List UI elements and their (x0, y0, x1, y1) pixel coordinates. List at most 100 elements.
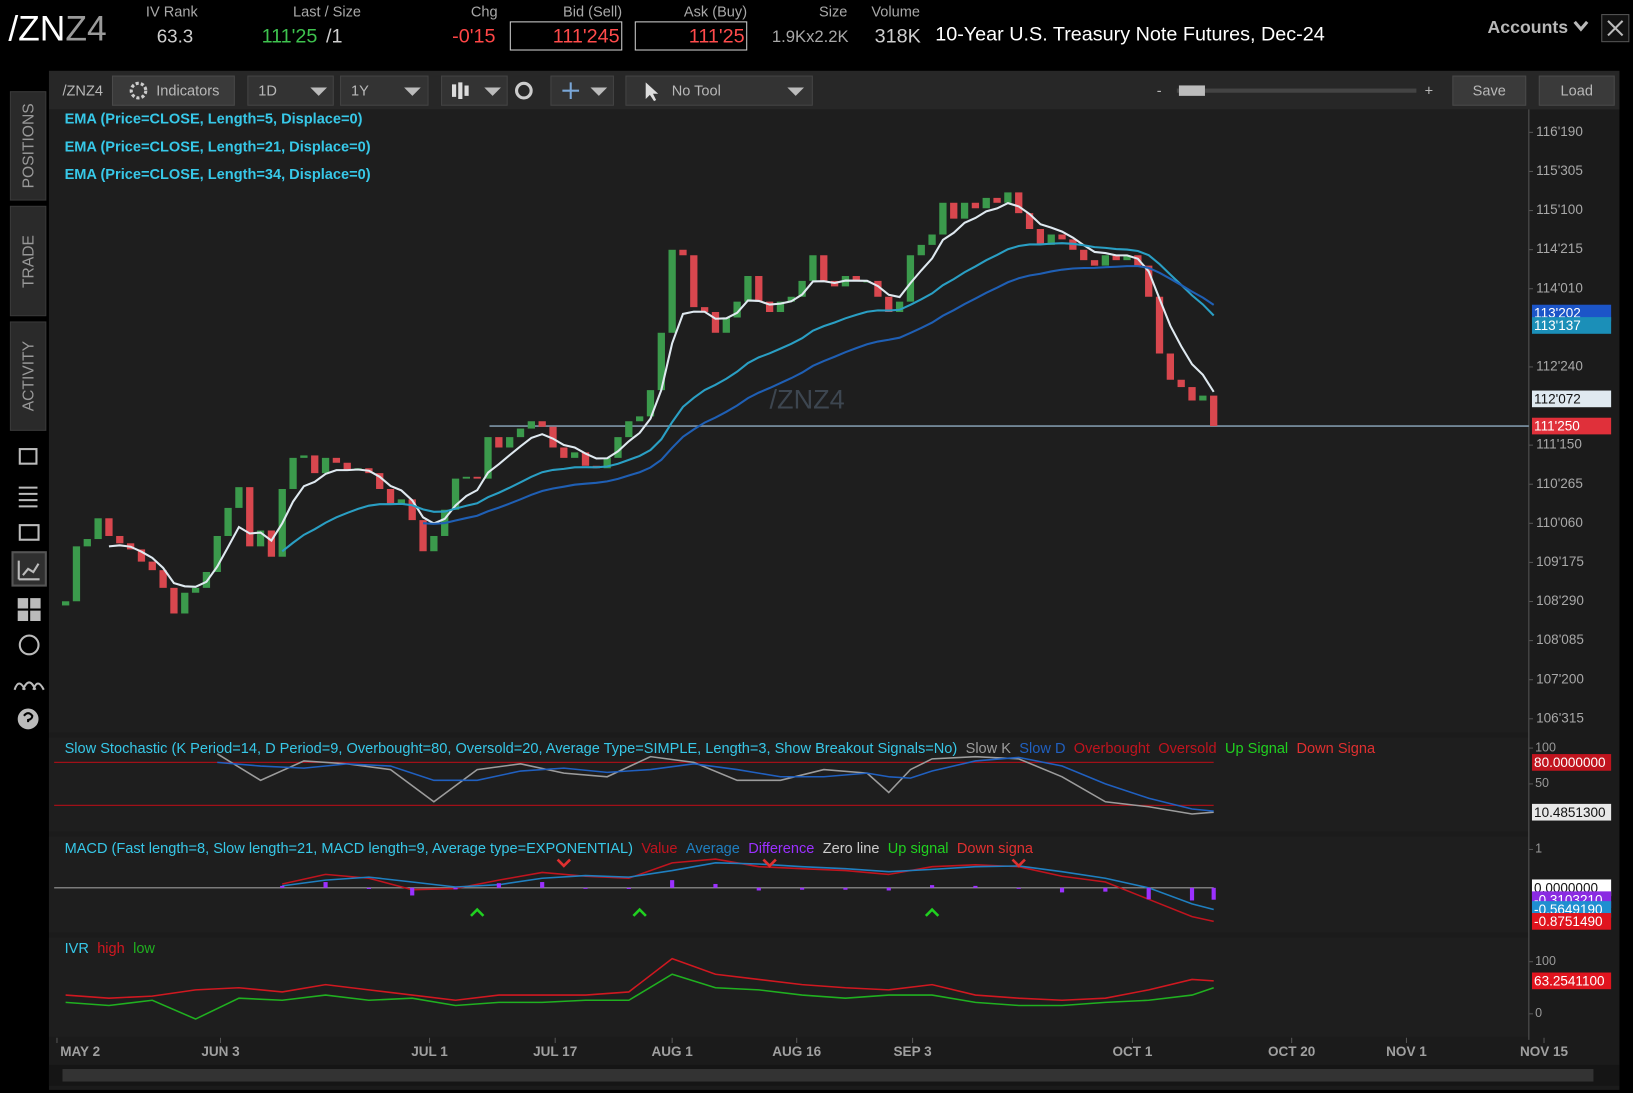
settings-button[interactable] (514, 81, 533, 100)
indicator-label: EMA (Price=CLOSE, Length=5, Displace=0) (65, 112, 363, 128)
stochastic-panel (48, 737, 1529, 832)
candle (462, 476, 471, 479)
y-tick-label: 50 (1535, 776, 1549, 790)
candle (430, 535, 438, 552)
price-marker (1531, 972, 1612, 990)
watermark: /ZNZ4 (770, 383, 845, 414)
series-line (282, 858, 1214, 923)
candle (1199, 395, 1207, 401)
price-marker-label: 112'072 (1534, 391, 1581, 406)
candle (646, 390, 655, 417)
icon[interactable] (17, 560, 40, 581)
candle (722, 317, 730, 333)
y-tick-label: 108'085 (1536, 632, 1584, 647)
down-signal (762, 858, 777, 868)
candle (874, 280, 882, 297)
x-tick-label: SEP 3 (894, 1044, 933, 1059)
ask-button[interactable] (634, 21, 748, 51)
candle (224, 507, 232, 536)
cursor-icon (645, 82, 659, 102)
candle (679, 249, 687, 256)
accounts-menu[interactable]: Accounts (1488, 17, 1569, 37)
candle (798, 280, 806, 297)
series-line (216, 753, 1214, 815)
icon[interactable] (18, 448, 38, 465)
dropdown-arrow (310, 87, 328, 96)
candle (711, 312, 720, 333)
legend-entry: Overbought (1074, 741, 1150, 757)
y-tick-label: 114'010 (1536, 280, 1583, 295)
candle (376, 473, 384, 489)
zoom-in[interactable]: + (1425, 84, 1434, 100)
candle (484, 437, 492, 479)
side-tab[interactable] (9, 205, 47, 317)
histogram-bar (1189, 887, 1195, 901)
candle (765, 301, 774, 313)
legend-entry: Down signa (957, 841, 1034, 857)
icon[interactable] (17, 598, 41, 621)
x-tick-label: OCT 20 (1268, 1044, 1315, 1059)
histogram-bar (410, 887, 415, 896)
candle (960, 202, 969, 219)
candle (744, 276, 752, 302)
candle (289, 457, 297, 489)
candle (668, 249, 676, 333)
tool-label: No Tool (672, 84, 721, 100)
candle (971, 202, 980, 209)
field-label: Chg (471, 4, 498, 20)
field-value: 111'25 (689, 26, 745, 48)
candle (321, 457, 330, 474)
candle (343, 462, 351, 471)
ema-line (108, 201, 1215, 588)
help-glyph (23, 712, 34, 723)
candle (213, 535, 221, 572)
price-marker-label: 80.0000000 (1534, 755, 1605, 770)
y-tick-label: 110'265 (1536, 476, 1583, 491)
candle (332, 457, 341, 463)
collapse-button[interactable] (1601, 14, 1630, 43)
zoom-thumb[interactable] (1178, 85, 1205, 96)
histogram-bar (323, 882, 328, 888)
candle (928, 234, 936, 245)
icon[interactable] (18, 486, 38, 508)
zoom-out[interactable]: - (1157, 84, 1162, 100)
scroll-thumb[interactable] (62, 1069, 1594, 1082)
price-marker (1531, 754, 1612, 771)
legend-entry: Value (641, 841, 677, 857)
load-button[interactable] (1538, 75, 1615, 106)
candle (982, 197, 990, 209)
candle (733, 301, 741, 318)
icon[interactable] (13, 681, 45, 691)
price-marker-label: 113'202 (1534, 306, 1581, 321)
y-tick-label: 115'305 (1536, 163, 1583, 178)
bid-button[interactable] (509, 21, 623, 51)
field-label: Bid (Sell) (563, 4, 622, 20)
description: 10-Year U.S. Treasury Note Futures, Dec-… (935, 24, 1324, 46)
tool-dropdown[interactable] (625, 75, 813, 106)
field-label: IV Rank (146, 4, 199, 20)
legend-entry: Slow Stochastic (K Period=14, D Period=9… (65, 741, 958, 757)
icon[interactable] (18, 524, 40, 541)
candle (170, 587, 178, 614)
candle (527, 421, 535, 429)
candle (787, 296, 795, 302)
candle (159, 570, 167, 588)
field-value: -0'15 (452, 26, 495, 48)
candle (809, 255, 817, 281)
up-signal (924, 907, 940, 917)
icon[interactable] (18, 634, 40, 656)
side-tab-label: TRADE (20, 235, 37, 288)
candle (950, 202, 958, 219)
price-panel (48, 109, 1529, 733)
side-tab[interactable] (9, 321, 47, 431)
candle (755, 276, 763, 302)
side-tab[interactable] (9, 91, 47, 201)
down-signal (1011, 858, 1026, 868)
candle (516, 428, 525, 438)
candle (895, 301, 904, 313)
save-button[interactable] (1452, 75, 1527, 106)
candle (917, 244, 925, 256)
histogram-bar (1059, 887, 1065, 893)
x-tick-label: OCT 1 (1113, 1044, 1153, 1059)
